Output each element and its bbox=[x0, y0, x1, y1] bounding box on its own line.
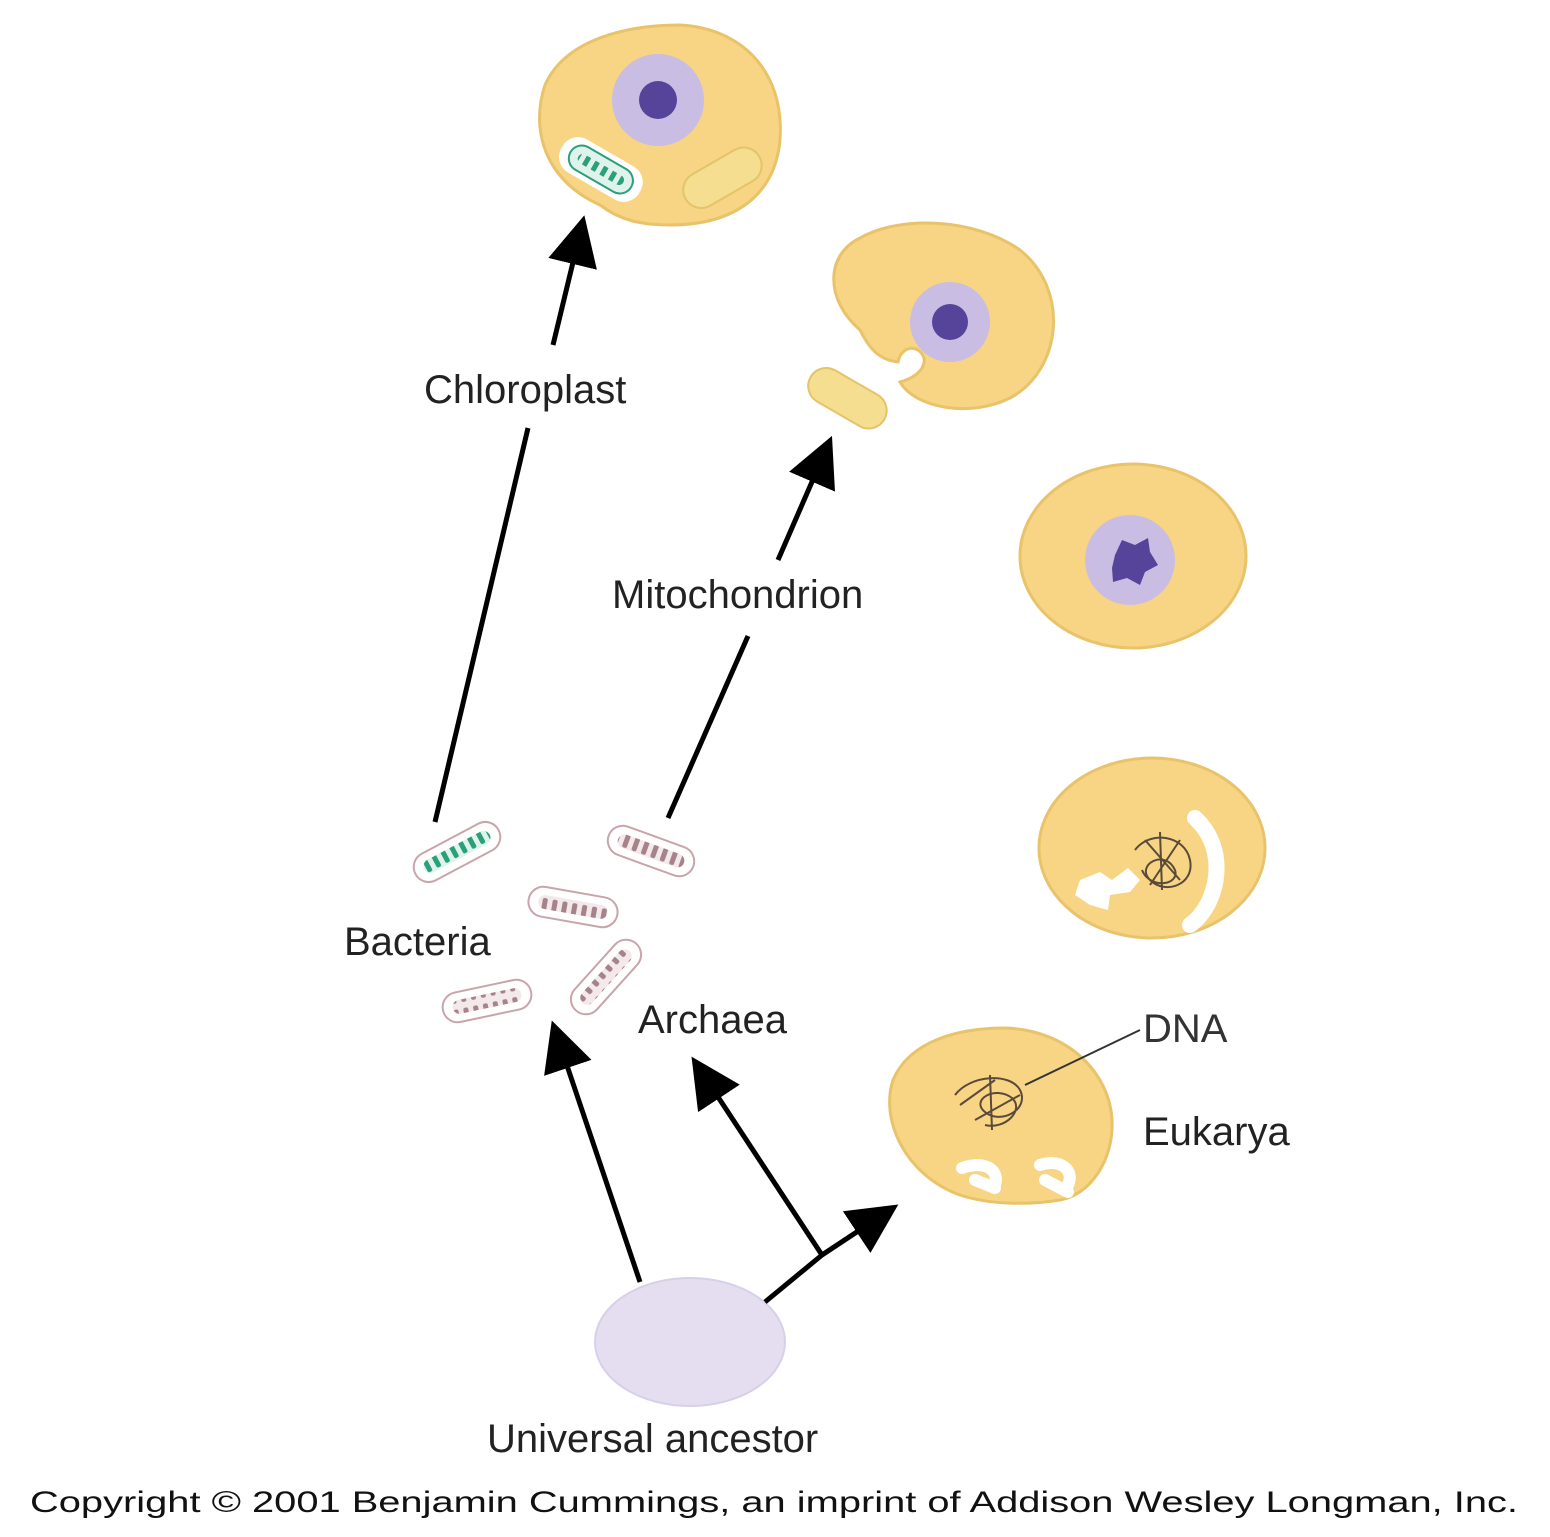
cell-forming-nucleus bbox=[1037, 756, 1267, 940]
label-universal-ancestor: Universal ancestor bbox=[487, 1417, 818, 1461]
arrow-bacteria-to-mitochondrion-lower bbox=[665, 634, 751, 820]
chloroplast-icon bbox=[558, 137, 643, 202]
arrow-branch-to-archaea bbox=[691, 1056, 825, 1257]
copyright-notice: Copyright © 2001 Benjamin Cummings, an i… bbox=[30, 1486, 1518, 1519]
bacterium-icon bbox=[569, 938, 643, 1016]
cyanobacterium-icon bbox=[412, 820, 502, 884]
bacterium-icon bbox=[527, 885, 619, 929]
dna-tangle-icon bbox=[1134, 831, 1192, 891]
free-mitochondrion-icon bbox=[807, 367, 888, 430]
nucleated-cell bbox=[1018, 462, 1248, 650]
dna-pointer-line bbox=[1024, 1029, 1141, 1086]
arrow-bacteria-to-chloroplast-upper bbox=[548, 215, 597, 346]
arrow-bacteria-to-mitochondrion-upper bbox=[775, 435, 835, 561]
arrow-ancestor-to-bacteria bbox=[544, 1020, 643, 1283]
label-archaea: Archaea bbox=[638, 998, 788, 1042]
mitochondrion-icon bbox=[682, 146, 763, 210]
label-dna: DNA bbox=[1143, 1007, 1228, 1051]
arrow-ancestor-to-branch bbox=[763, 1253, 824, 1304]
bacterium-icon bbox=[441, 978, 533, 1024]
early-eukaryote-cell bbox=[888, 1026, 1141, 1205]
label-chloroplast: Chloroplast bbox=[424, 368, 626, 412]
arrow-bacteria-to-chloroplast-lower bbox=[432, 427, 531, 823]
cell-engulfing-mitochondrion bbox=[807, 221, 1056, 430]
bacteria-group bbox=[412, 820, 696, 1024]
label-bacteria: Bacteria bbox=[344, 920, 491, 964]
label-eukarya: Eukarya bbox=[1143, 1110, 1290, 1154]
label-mitochondrion: Mitochondrion bbox=[612, 573, 863, 617]
universal-ancestor-cell bbox=[594, 1277, 786, 1407]
arrow-branch-to-eukarya bbox=[820, 1204, 899, 1258]
dna-icon bbox=[954, 1074, 1023, 1131]
bacterium-icon bbox=[606, 824, 696, 878]
cell-with-chloroplast bbox=[538, 23, 782, 227]
